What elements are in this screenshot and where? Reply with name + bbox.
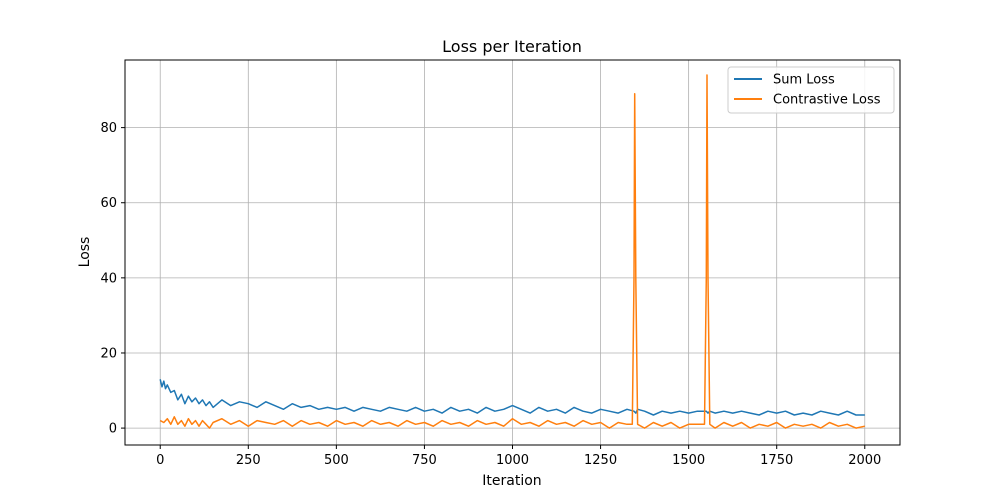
legend-label: Contrastive Loss: [773, 93, 881, 108]
x-tick-label: 0: [156, 453, 164, 468]
x-tick-label: 500: [324, 453, 349, 468]
y-tick-label: 40: [100, 271, 117, 286]
legend: Sum Loss Contrastive Loss: [727, 66, 895, 114]
x-tick-label: 250: [236, 453, 261, 468]
y-tick-label: 80: [100, 121, 117, 136]
series-line-sum-loss: [159, 379, 865, 416]
x-tick-label: 1500: [672, 453, 705, 468]
series-lines: [159, 74, 865, 429]
x-tick-label: 2000: [848, 453, 881, 468]
x-axis-label: Iteration: [482, 473, 541, 489]
legend-box: [727, 66, 895, 114]
x-tick-label: 1250: [584, 453, 617, 468]
legend-label: Sum Loss: [773, 73, 835, 88]
chart-title: Loss per Iteration: [442, 37, 582, 56]
y-axis-ticks: 0 20 40 60 80: [100, 121, 125, 437]
y-tick-label: 20: [100, 346, 117, 361]
y-tick-label: 60: [100, 196, 117, 211]
x-axis-ticks: 0 250 500 750 1000 1250 1500 1750 2000: [156, 445, 881, 468]
series-line-contrastive-loss: [159, 74, 865, 429]
grid-lines: [125, 60, 900, 445]
y-axis-label: Loss: [77, 237, 93, 268]
y-tick-label: 0: [109, 422, 117, 437]
x-tick-label: 1750: [760, 453, 793, 468]
x-tick-label: 750: [412, 453, 437, 468]
x-tick-label: 1000: [496, 453, 529, 468]
